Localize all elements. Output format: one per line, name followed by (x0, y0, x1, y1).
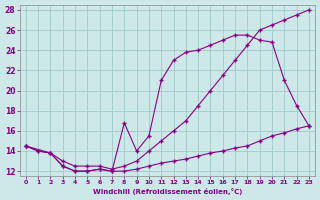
X-axis label: Windchill (Refroidissement éolien,°C): Windchill (Refroidissement éolien,°C) (93, 188, 242, 195)
